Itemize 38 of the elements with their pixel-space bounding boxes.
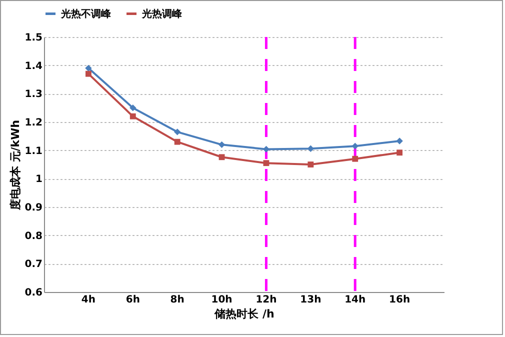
y-tick-label: 0.8 [24,230,43,242]
y-tick-label: 0.7 [24,259,43,270]
x-tick-label: 16h [389,294,410,306]
x-tick-label: 8h [170,294,184,306]
y-tick-label: 1 [36,174,43,186]
point [130,113,136,120]
legend-label: 光热不调峰 [60,8,112,20]
point [396,150,403,156]
x-tick-label: 4h [81,294,96,306]
y-tick-label: 1.4 [24,60,43,72]
point [263,160,270,166]
point [352,156,358,162]
y-tick-label: 0.9 [24,202,43,214]
point [262,146,270,153]
x-tick-label: 10h [211,294,232,306]
point [174,128,181,136]
y-tick-label: 1.5 [24,32,43,44]
point [396,138,403,144]
point [308,162,314,168]
y-tick-label: 1.1 [24,146,43,157]
x-tick-label: 13h [300,294,322,306]
y-axis-title: 度电成本 元/kWh [8,120,22,212]
x-tick-label: 6h [126,294,140,306]
x-axis-title: 储热时长 /h [214,308,274,320]
point [218,154,225,160]
y-tick-label: 1.2 [24,118,43,128]
point [352,142,358,150]
point [174,138,180,145]
y-tick-label: 1.3 [24,89,43,100]
x-tick-label: 14h [344,294,366,306]
point [85,70,92,77]
point [130,104,136,112]
point [85,64,92,72]
legend-label: 光热调峰 [141,8,183,20]
x-tick-label: 12h [256,294,277,306]
point [218,141,226,148]
y-tick-label: 0.6 [24,288,43,298]
point [307,145,314,152]
